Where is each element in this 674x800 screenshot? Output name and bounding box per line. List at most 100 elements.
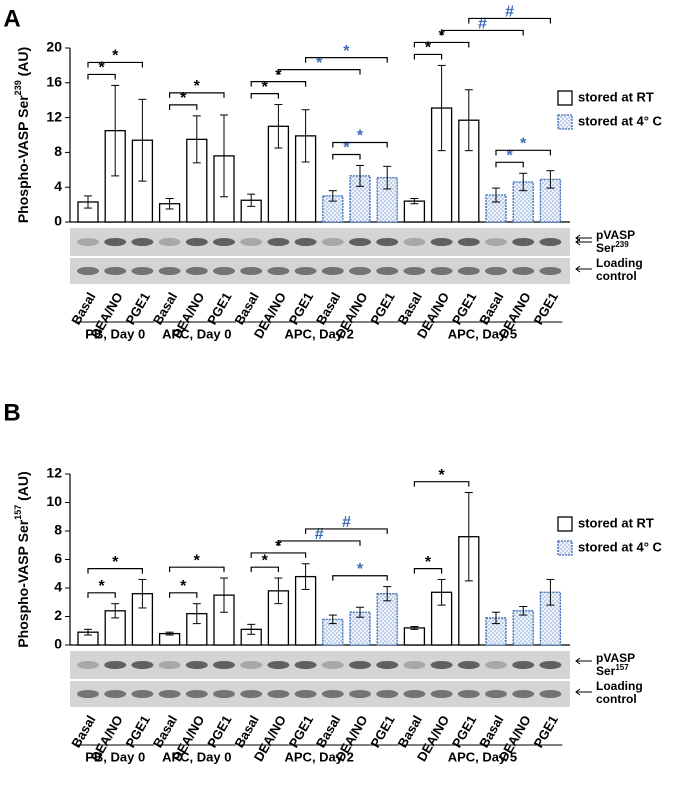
y-tick-label: 20 (46, 39, 62, 55)
blot-label: control (596, 269, 637, 283)
blot-band (403, 661, 426, 669)
blot-band (457, 267, 480, 275)
bar (403, 200, 426, 223)
significance-bracket (87, 73, 116, 80)
significance-bracket (250, 80, 307, 87)
significance-symbol: * (180, 578, 187, 595)
blot-band (457, 661, 480, 669)
blot-band (185, 238, 208, 246)
significance-bracket (169, 92, 225, 98)
blot-band (104, 690, 127, 698)
blot-label-text: Loading (596, 256, 643, 270)
significance-bracket (250, 92, 279, 99)
significance-bracket (87, 592, 116, 598)
blot-band (267, 267, 290, 275)
panel-label: B (3, 399, 20, 426)
blot-band (77, 267, 99, 275)
group-label: APC, Day 2 (285, 326, 354, 341)
blot-band (77, 690, 99, 698)
blot-band (158, 238, 181, 246)
blot-band (512, 661, 535, 669)
significance-bracket (250, 552, 307, 558)
blot-band (457, 690, 480, 698)
blot-label-text: Ser (596, 664, 616, 678)
significance-bracket (413, 568, 443, 574)
y-tick-label: 0 (54, 636, 62, 652)
significance-symbol: * (98, 60, 105, 77)
significance-symbol: * (357, 128, 364, 145)
blot-band (267, 238, 290, 246)
legend-swatch (557, 540, 573, 556)
significance-bracket (413, 53, 443, 60)
blot-label-text: Loading (596, 679, 643, 693)
blot-band (240, 267, 263, 275)
y-tick-label: 8 (54, 143, 62, 159)
blot-band (321, 661, 344, 669)
group-label: PB, Day 0 (85, 326, 145, 341)
significance-symbol: * (194, 552, 201, 569)
blot-band (349, 661, 371, 669)
significance-symbol: * (438, 467, 445, 484)
blot-band (376, 267, 399, 275)
blot-band (539, 661, 562, 669)
legend-swatch (557, 516, 573, 532)
blot-band (376, 238, 399, 246)
blot-label: Ser157 (596, 663, 629, 678)
legend-swatch (557, 90, 573, 106)
blot-band (539, 238, 562, 246)
group-label: APC, Day 0 (162, 326, 231, 341)
blot-band (403, 690, 426, 698)
blot-label: Loading (596, 256, 643, 270)
group-label: APC, Day 5 (448, 326, 517, 341)
blot-band (213, 690, 235, 698)
blot-label-text: pVASP (596, 651, 635, 665)
blot-label: pVASP (596, 651, 635, 665)
significance-symbol: * (438, 28, 445, 45)
blot-label: Ser239 (596, 240, 629, 255)
legend-label: stored at 4° C (578, 113, 663, 128)
significance-bracket (441, 29, 524, 36)
significance-symbol: * (98, 578, 105, 595)
blot-band (512, 690, 535, 698)
significance-symbol: * (262, 79, 269, 96)
blot-band (294, 238, 317, 246)
blot-band (485, 690, 507, 698)
blot-band (104, 661, 127, 669)
group-label: APC, Day 2 (285, 749, 354, 764)
significance-bracket (87, 61, 143, 68)
group-label: PB, Day 0 (85, 749, 145, 764)
blot-band (294, 267, 317, 275)
blot-band (349, 238, 371, 246)
blot-band (158, 690, 181, 698)
blot-band (294, 690, 317, 698)
blot-band (158, 267, 181, 275)
blot-band (104, 238, 127, 246)
blot-band (131, 238, 154, 246)
blot-band (376, 661, 399, 669)
significance-bracket (495, 161, 524, 168)
y-tick-label: 12 (46, 108, 62, 124)
y-axis-label: Phospho-VASP Ser239 (AU) (13, 47, 30, 223)
significance-symbol: # (478, 16, 487, 33)
significance-symbol: * (275, 538, 282, 555)
blot-band (430, 267, 453, 275)
significance-bracket (250, 566, 279, 573)
blot-label-text: pVASP (596, 228, 635, 242)
blot-band (485, 267, 507, 275)
significance-symbol: * (275, 67, 282, 84)
significance-symbol: * (112, 554, 119, 571)
significance-symbol: * (520, 136, 527, 153)
significance-symbol: # (315, 526, 324, 543)
blot-band (430, 238, 453, 246)
significance-symbol: * (343, 140, 350, 157)
legend-label: stored at RT (578, 515, 654, 530)
significance-symbol: * (194, 78, 201, 95)
significance-symbol: * (180, 90, 187, 107)
significance-bracket (277, 68, 361, 75)
bar (403, 627, 426, 646)
blot-band (376, 690, 399, 698)
blot-band (512, 238, 535, 246)
blot-band (158, 661, 181, 669)
blot-band (267, 690, 290, 698)
